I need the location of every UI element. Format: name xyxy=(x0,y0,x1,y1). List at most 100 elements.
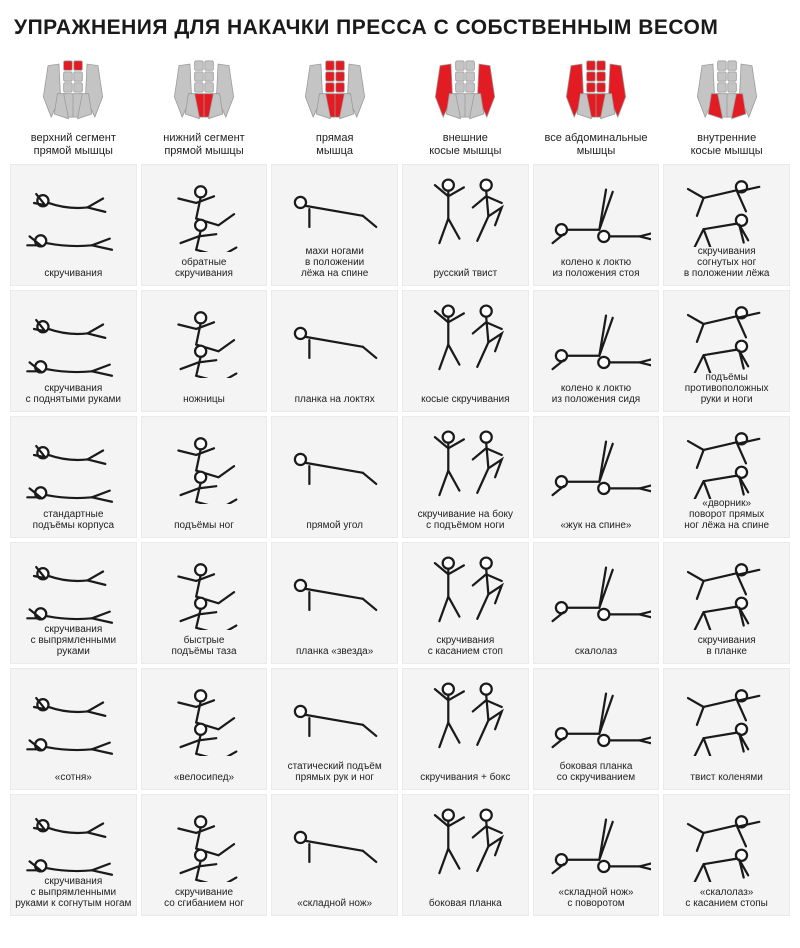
exercise-label: боковая планкасо скручиванием xyxy=(557,761,635,783)
exercise-label: планка на локтях xyxy=(295,383,375,405)
exercise-label: «сотня» xyxy=(55,761,92,783)
exercise-label: «велосипед» xyxy=(174,761,234,783)
exercise-cell: планка на локтях xyxy=(271,290,398,412)
exercise-cell: твист коленями xyxy=(663,668,790,790)
exercise-cell: статический подъёмпрямых рук и ног xyxy=(271,668,398,790)
exercise-cell: «складной нож»с поворотом xyxy=(533,794,660,916)
exercise-cell: подъёмы ног xyxy=(141,416,268,538)
exercise-cell: «скалолаз»с касанием стопы xyxy=(663,794,790,916)
exercise-cell: колено к локтюиз положения сидя xyxy=(533,290,660,412)
exercise-illustration xyxy=(667,547,786,635)
exercise-illustration xyxy=(14,169,133,257)
exercise-label: стандартныеподъёмы корпуса xyxy=(33,509,115,531)
exercise-illustration xyxy=(406,295,525,383)
exercise-label: скручивание на бокус подъёмом ноги xyxy=(418,509,513,531)
exercise-illustration xyxy=(14,547,133,625)
exercise-cell: «жук на спине» xyxy=(533,416,660,538)
exercise-cell: скручиванияс касанием стоп xyxy=(402,542,529,664)
muscle-header-label: внутренниекосые мышцы xyxy=(663,132,790,160)
exercise-illustration xyxy=(406,673,525,761)
exercise-label: колено к локтюиз положения сидя xyxy=(552,383,641,405)
exercise-illustration xyxy=(537,547,656,635)
exercise-illustration xyxy=(145,673,264,761)
muscle-header-label: нижний сегментпрямой мышцы xyxy=(141,132,268,160)
exercise-cell: колено к локтюиз положения стоя xyxy=(533,164,660,286)
exercise-cell: скручивания + бокс xyxy=(402,668,529,790)
exercise-label: ножницы xyxy=(183,383,225,405)
exercise-cell: скручиванияв планке xyxy=(663,542,790,664)
exercise-illustration xyxy=(145,799,264,887)
exercise-illustration xyxy=(667,799,786,887)
muscle-header-upper_rectus: верхний сегментпрямой мышцы xyxy=(10,50,137,160)
exercise-cell: планка «звезда» xyxy=(271,542,398,664)
exercise-label: планка «звезда» xyxy=(296,635,373,657)
muscle-icon xyxy=(402,50,529,128)
exercise-illustration xyxy=(537,799,656,887)
exercise-cell: скручиванияс поднятыми руками xyxy=(10,290,137,412)
muscle-icon xyxy=(10,50,137,128)
exercise-cell: «дворник»поворот прямыхног лёжа на спине xyxy=(663,416,790,538)
muscle-icon xyxy=(271,50,398,128)
exercise-label: скручиванияс выпрямленными руками xyxy=(14,625,133,657)
exercise-label: скручиваниесо сгибанием ног xyxy=(164,887,244,909)
exercise-illustration xyxy=(537,673,656,761)
exercise-label: скалолаз xyxy=(575,635,617,657)
muscle-icon xyxy=(141,50,268,128)
infographic-container: УПРАЖНЕНИЯ ДЛЯ НАКАЧКИ ПРЕССА С СОБСТВЕН… xyxy=(0,0,800,928)
exercise-label: «скалолаз»с касанием стопы xyxy=(685,887,767,909)
exercise-cell: русский твист xyxy=(402,164,529,286)
exercise-illustration xyxy=(667,673,786,761)
muscle-icon xyxy=(663,50,790,128)
exercise-label: скручиванияс поднятыми руками xyxy=(26,383,121,405)
exercise-cell: скручивания xyxy=(10,164,137,286)
exercise-label: «дворник»поворот прямыхног лёжа на спине xyxy=(684,499,769,531)
exercise-cell: скручиванияс выпрямленнымируками к согну… xyxy=(10,794,137,916)
exercise-label: подъёмы ног xyxy=(174,509,234,531)
exercise-cell: ножницы xyxy=(141,290,268,412)
exercise-label: «складной нож» xyxy=(297,887,372,909)
exercise-cell: боковая планка xyxy=(402,794,529,916)
exercise-label: боковая планка xyxy=(429,887,502,909)
exercise-label: косые скручивания xyxy=(421,383,509,405)
exercise-label: обратныескручивания xyxy=(175,257,233,279)
exercise-label: махи ногамив положениилёжа на спине xyxy=(301,247,368,279)
exercise-cell: быстрыеподъёмы таза xyxy=(141,542,268,664)
exercise-cell: стандартныеподъёмы корпуса xyxy=(10,416,137,538)
exercise-label: твист коленями xyxy=(690,761,762,783)
muscle-icon xyxy=(533,50,660,128)
exercise-illustration xyxy=(667,295,786,373)
exercise-cell: «сотня» xyxy=(10,668,137,790)
exercise-illustration xyxy=(275,799,394,887)
exercise-label: быстрыеподъёмы таза xyxy=(171,635,236,657)
exercise-label: подъёмыпротивоположныхруки и ноги xyxy=(685,373,769,405)
exercise-cell: скручиваниясогнутых ногв положении лёжа xyxy=(663,164,790,286)
exercise-cell: скручивание на бокус подъёмом ноги xyxy=(402,416,529,538)
exercise-label: скручивания + бокс xyxy=(420,761,510,783)
exercise-illustration xyxy=(275,295,394,383)
exercise-cell: подъёмыпротивоположныхруки и ноги xyxy=(663,290,790,412)
exercise-illustration xyxy=(14,295,133,383)
muscle-header-row: верхний сегментпрямой мышцы нижний сегме… xyxy=(10,50,790,160)
exercise-cell: «складной нож» xyxy=(271,794,398,916)
exercise-illustration xyxy=(275,169,394,247)
muscle-header-label: прямаямышца xyxy=(271,132,398,160)
exercise-label: скручиванияв планке xyxy=(698,635,756,657)
muscle-header-int_obliques: внутренниекосые мышцы xyxy=(663,50,790,160)
exercise-cell: косые скручивания xyxy=(402,290,529,412)
exercise-illustration xyxy=(14,421,133,509)
exercise-cell: скручиванияс выпрямленными руками xyxy=(10,542,137,664)
exercise-illustration xyxy=(145,421,264,509)
exercise-illustration xyxy=(275,547,394,635)
exercise-illustration xyxy=(667,421,786,499)
muscle-header-ext_obliques: внешниекосые мышцы xyxy=(402,50,529,160)
muscle-header-label: верхний сегментпрямой мышцы xyxy=(10,132,137,160)
exercise-illustration xyxy=(667,169,786,247)
exercise-cell: обратныескручивания xyxy=(141,164,268,286)
exercise-label: скручиваниясогнутых ногв положении лёжа xyxy=(684,247,770,279)
exercise-label: «складной нож»с поворотом xyxy=(559,887,634,909)
exercise-cell: махи ногамив положениилёжа на спине xyxy=(271,164,398,286)
exercise-cell: скручиваниесо сгибанием ног xyxy=(141,794,268,916)
muscle-header-label: все абдоминальныемышцы xyxy=(533,132,660,160)
exercise-cell: прямой угол xyxy=(271,416,398,538)
exercise-illustration xyxy=(275,421,394,509)
